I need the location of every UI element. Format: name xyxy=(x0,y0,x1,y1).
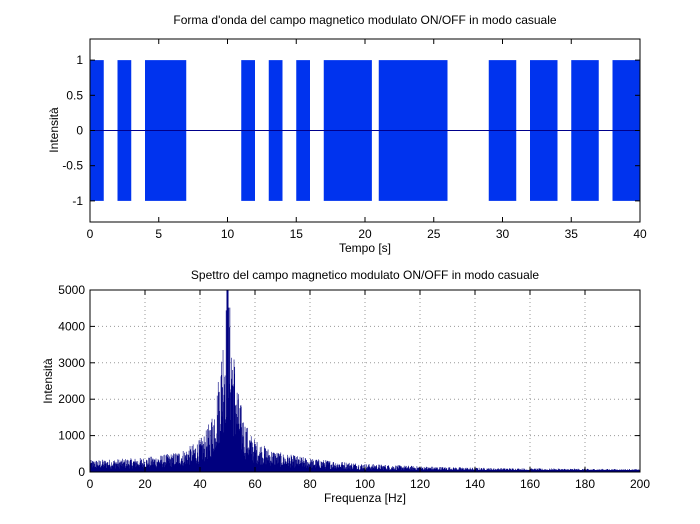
waveform-x-tick-label: 40 xyxy=(633,227,647,241)
spectrum-axes-frame xyxy=(89,289,641,473)
spectrum-title: Spettro del campo magnetico modulato ON/… xyxy=(191,268,539,282)
spectrum-x-tick-label: 60 xyxy=(248,477,262,491)
waveform-y-axis-ticks: 1 0.5 0 -0.5 -1 xyxy=(62,53,640,208)
spectrum-x-tick-label: 80 xyxy=(303,477,317,491)
waveform-y-tick-label: -1 xyxy=(72,194,83,208)
waveform-y-tick-label: 0 xyxy=(76,124,83,138)
waveform-axes-frame xyxy=(89,38,641,223)
waveform-y-tick-label: -0.5 xyxy=(62,159,83,173)
spectrum-x-tick-label: 100 xyxy=(355,477,375,491)
waveform-y-axis-label: Intensità xyxy=(47,107,61,153)
waveform-title: Forma d'onda del campo magnetico modulat… xyxy=(173,13,556,27)
waveform-y-tick-label: 1 xyxy=(76,53,83,67)
spectrum-x-tick-label: 120 xyxy=(410,477,430,491)
waveform-x-tick-label: 15 xyxy=(290,227,304,241)
waveform-y-tick-label: 0.5 xyxy=(66,88,83,102)
spectrum-y-tick-label: 2000 xyxy=(58,392,85,406)
waveform-x-tick-label: 20 xyxy=(358,227,372,241)
spectrum-x-tick-label: 160 xyxy=(520,477,540,491)
waveform-x-axis-label: Tempo [s] xyxy=(339,241,391,255)
waveform-x-tick-label: 25 xyxy=(427,227,441,241)
spectrum-x-tick-label: 20 xyxy=(138,477,152,491)
spectrum-y-axis-label: Intensità xyxy=(41,358,55,404)
spectrum-x-tick-label: 200 xyxy=(630,477,650,491)
waveform-x-tick-label: 30 xyxy=(496,227,510,241)
spectrum-x-tick-label: 40 xyxy=(193,477,207,491)
waveform-x-tick-label: 10 xyxy=(221,227,235,241)
waveform-x-tick-label: 5 xyxy=(155,227,162,241)
spectrum-plot-area xyxy=(90,290,640,472)
spectrum-y-tick-label: 3000 xyxy=(58,356,85,370)
spectrum-x-tick-label: 140 xyxy=(465,477,485,491)
spectrum-y-tick-label: 1000 xyxy=(58,429,85,443)
waveform-x-tick-label: 0 xyxy=(87,227,94,241)
spectrum-y-tick-label: 0 xyxy=(78,465,85,479)
waveform-x-tick-label: 35 xyxy=(565,227,579,241)
waveform-x-axis-ticks: 0 5 10 15 20 25 30 35 40 xyxy=(87,39,647,241)
spectrum-y-tick-label: 4000 xyxy=(58,319,85,333)
spectrum-x-tick-label: 180 xyxy=(575,477,595,491)
spectrum-y-tick-label: 5000 xyxy=(58,283,85,297)
waveform-panel: Forma d'onda del campo magnetico modulat… xyxy=(47,13,647,255)
spectrum-panel: Spettro del campo magnetico modulato ON/… xyxy=(41,268,650,505)
spectrum-x-tick-label: 0 xyxy=(87,477,94,491)
spectrum-x-axis-label: Frequenza [Hz] xyxy=(324,491,406,505)
